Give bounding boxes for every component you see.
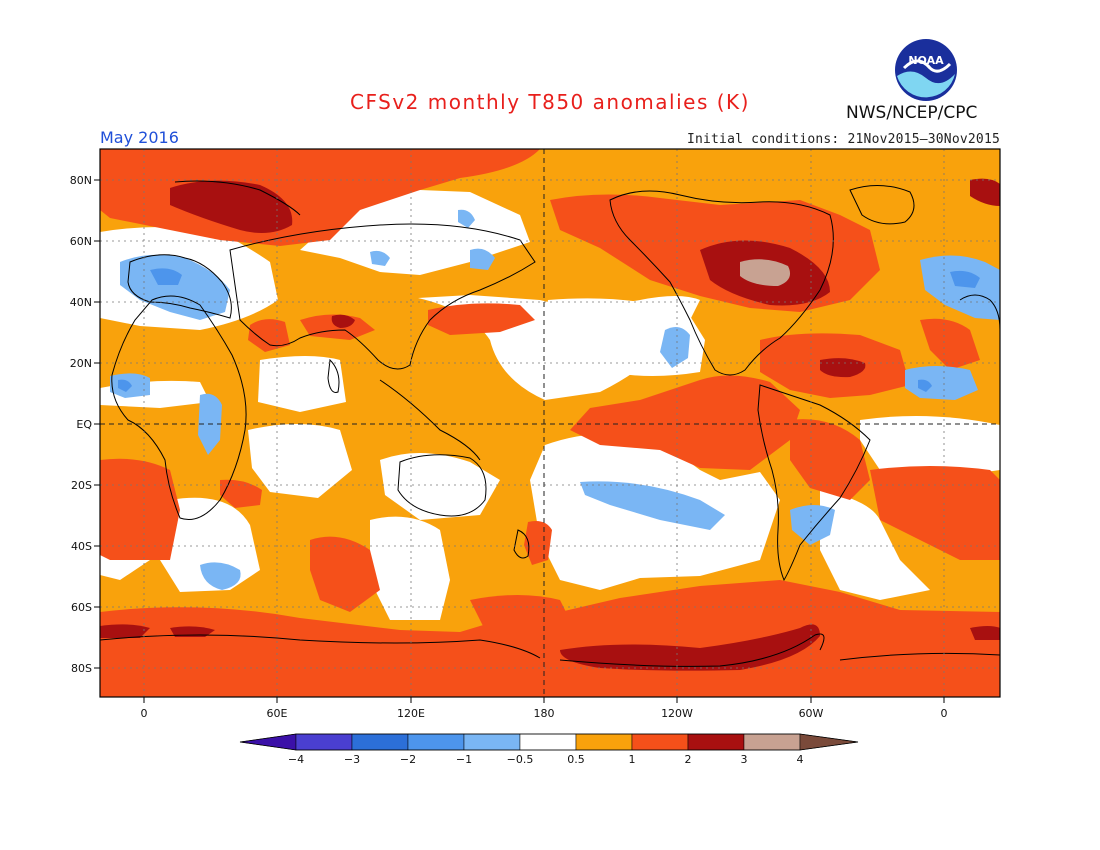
lat-label: EQ: [76, 418, 92, 431]
map-frame: [99, 148, 1001, 698]
colorbar-label: 0.5: [567, 753, 585, 766]
lon-label: 180: [534, 707, 555, 720]
lon-label: 60W: [799, 707, 824, 720]
initial-conditions: Initial conditions: 21Nov2015—30Nov2015: [686, 132, 1000, 147]
colorbar-label: 1: [629, 753, 636, 766]
latitude-labels: 80N 60N 40N 20N EQ 20S 40S 60S 80S: [70, 174, 93, 675]
lon-label: 120E: [397, 707, 425, 720]
lat-label: 20S: [71, 479, 92, 492]
coastlines: [100, 180, 1000, 667]
graticule: [100, 149, 1000, 697]
colorbar-segment: [631, 733, 689, 751]
lat-label: 20N: [70, 357, 92, 370]
colorbar-segment: [463, 733, 521, 751]
colorbar-segment: [519, 733, 577, 751]
colorbar-label: 3: [741, 753, 748, 766]
lat-label: 40N: [70, 296, 92, 309]
axis-ticks: [94, 179, 945, 703]
equator-dateline: [100, 149, 1000, 697]
colorbar-label: −1: [456, 753, 472, 766]
colorbar-segment: [575, 733, 633, 751]
colorbar-label: −4: [288, 753, 304, 766]
map-field: [100, 149, 1000, 697]
colorbar-label: −0.5: [507, 753, 534, 766]
moderate-negative-regions: [118, 268, 980, 392]
lat-label: 60S: [71, 601, 92, 614]
colorbar-segment: [407, 733, 465, 751]
forecast-month: May 2016: [100, 128, 179, 147]
moderate-positive-regions: [100, 149, 1000, 697]
colorbar-label: −3: [344, 753, 360, 766]
noaa-logo: NOAA: [894, 38, 958, 102]
svg-text:NOAA: NOAA: [908, 54, 944, 67]
colorbar-segment: [799, 733, 859, 751]
strong-positive-regions: [100, 178, 1000, 671]
colorbar-segment: [351, 733, 409, 751]
colorbar-segment: [295, 733, 353, 751]
colorbar-label: 2: [685, 753, 692, 766]
colorbar-segment: [743, 733, 801, 751]
lat-label: 40S: [71, 540, 92, 553]
lon-label: 60E: [267, 707, 288, 720]
colorbar-label: −2: [400, 753, 416, 766]
colorbar-segment: [687, 733, 745, 751]
agency-label: NWS/NCEP/CPC: [846, 103, 978, 123]
colorbar: [239, 733, 859, 751]
negative-regions: [110, 209, 1000, 590]
lat-label: 60N: [70, 235, 92, 248]
longitude-labels: 0 60E 120E 180 120W 60W 0: [141, 707, 948, 720]
lon-label: 0: [141, 707, 148, 720]
colorbar-labels: −4 −3 −2 −1 −0.5 0.5 1 2 3 4: [288, 753, 804, 766]
very-strong-positive-region: [740, 259, 791, 286]
lon-label: 0: [941, 707, 948, 720]
lat-label: 80N: [70, 174, 92, 187]
lat-label: 80S: [71, 662, 92, 675]
colorbar-label: 4: [797, 753, 804, 766]
map-title: CFSv2 monthly T850 anomalies (K): [350, 90, 750, 114]
lon-label: 120W: [661, 707, 693, 720]
colorbar-segment: [239, 733, 297, 751]
